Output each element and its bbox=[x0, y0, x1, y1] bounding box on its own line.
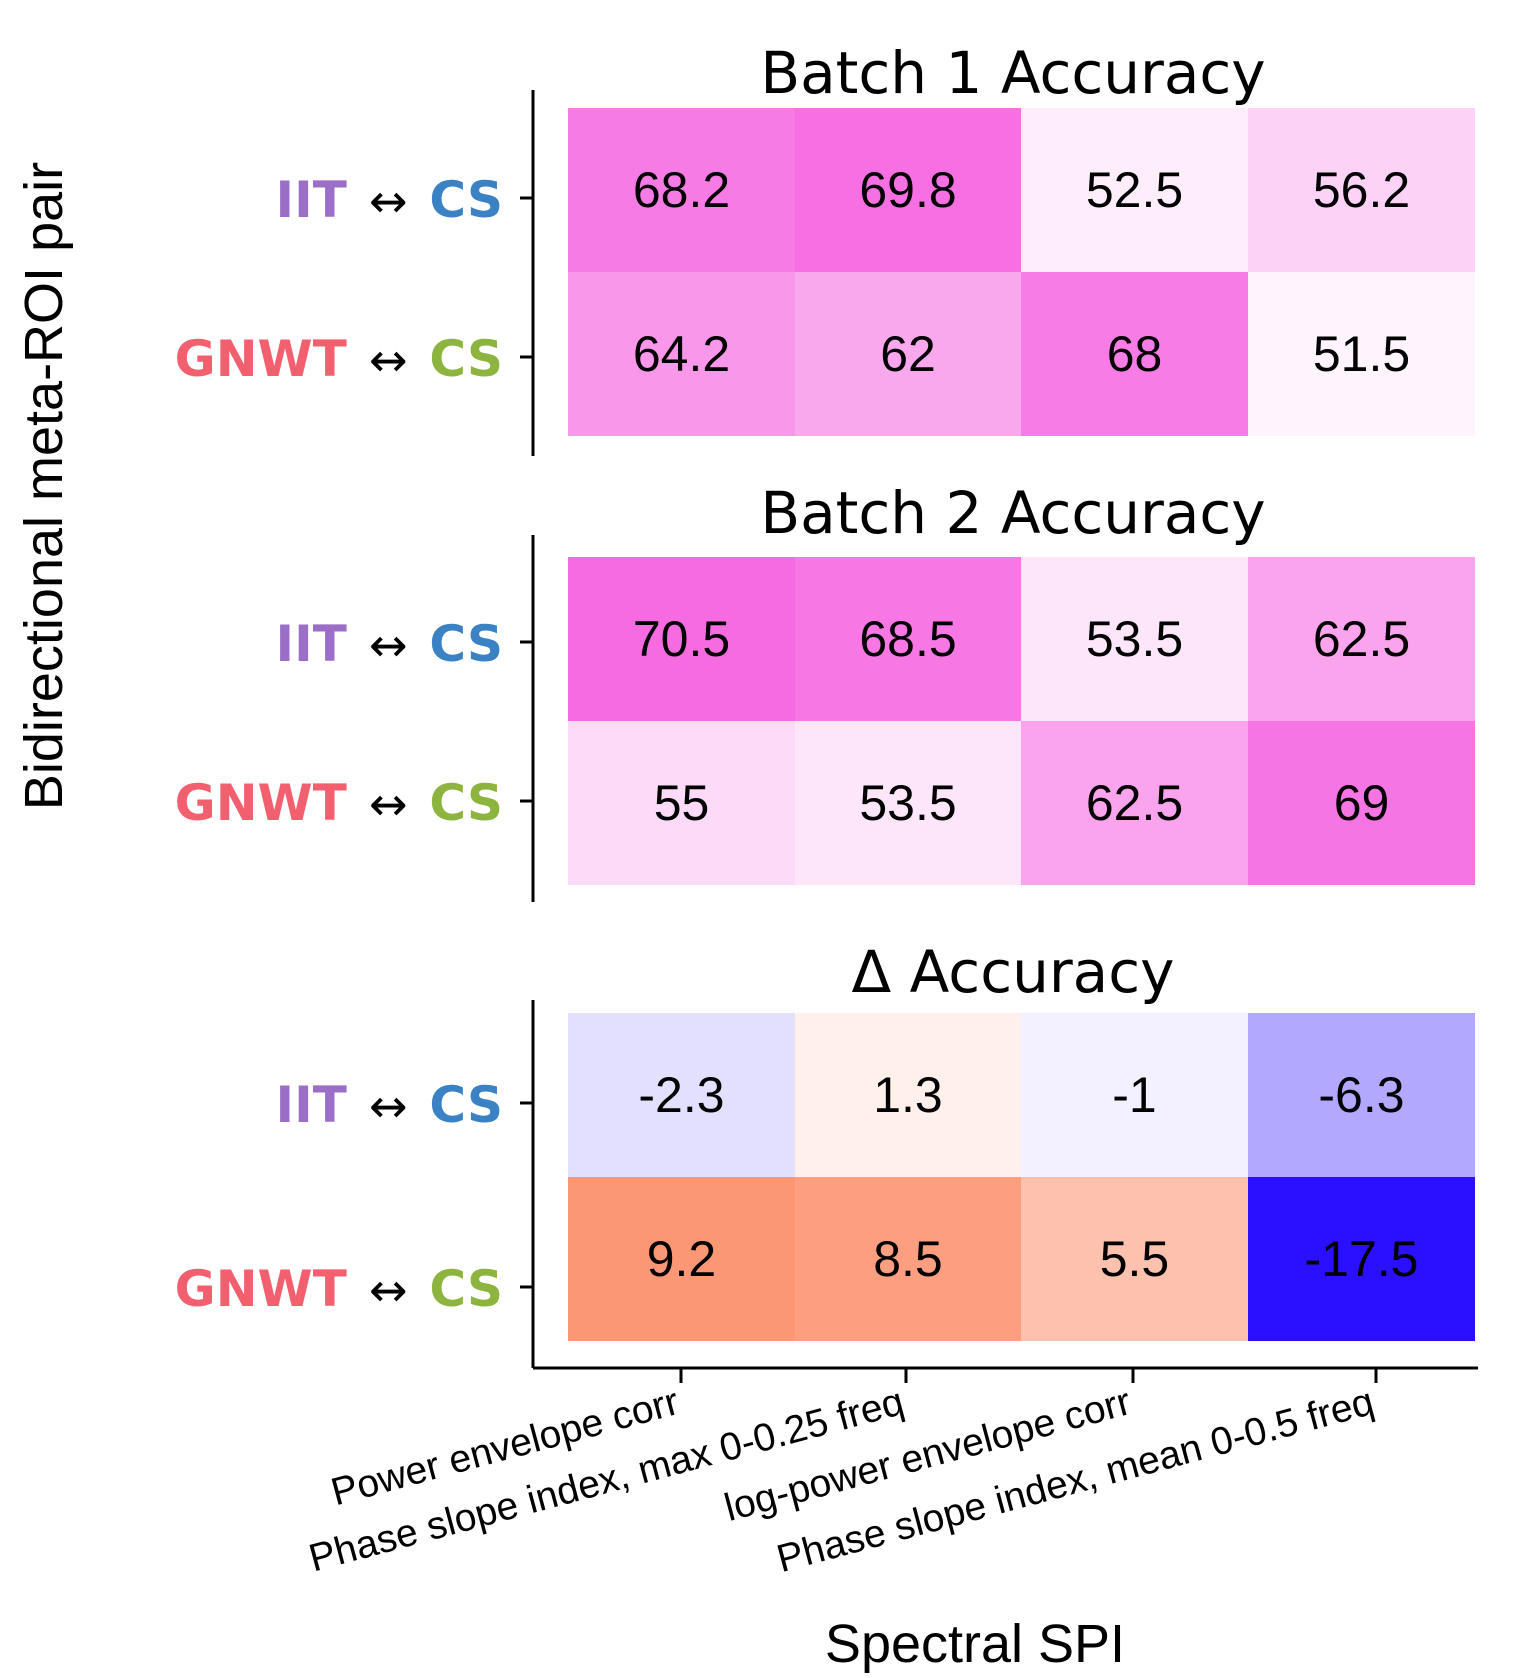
heatmap-cell bbox=[1021, 272, 1248, 436]
cell-value-label: 69.8 bbox=[859, 162, 956, 218]
cell-value-label: 68.5 bbox=[859, 611, 956, 667]
heatmap-cell bbox=[795, 108, 1021, 272]
row-label-left: GNWT bbox=[175, 330, 347, 388]
row-label-right: CS bbox=[429, 1076, 503, 1134]
cell-value-label: 8.5 bbox=[873, 1231, 943, 1287]
y-axis-title: Bidirectional meta-ROI pair bbox=[14, 162, 74, 810]
cell-value-label: 68 bbox=[1107, 326, 1163, 382]
row-label-arrow: ↔ bbox=[369, 174, 408, 228]
cell-value-label: 52.5 bbox=[1086, 162, 1183, 218]
heatmap-cell bbox=[1248, 108, 1475, 272]
cell-value-label: 55 bbox=[654, 775, 710, 831]
row-label: GNWT ↔ CS bbox=[175, 774, 503, 832]
heatmap-panel: Batch 1 Accuracy 68.2 69.8 52.5 56.2 64.2 62 68… bbox=[175, 39, 1475, 456]
heatmap-cell bbox=[1021, 1013, 1248, 1177]
heatmap-cell bbox=[795, 1177, 1021, 1341]
cell-value-label: 62 bbox=[880, 326, 936, 382]
panel-title: Batch 1 Accuracy bbox=[760, 39, 1265, 107]
heatmap-cell bbox=[1021, 1177, 1248, 1341]
row-label-right: CS bbox=[429, 774, 503, 832]
cell-value-label: -6.3 bbox=[1318, 1067, 1404, 1123]
heatmap-cell bbox=[1021, 721, 1248, 885]
row-label: IIT ↔ CS bbox=[275, 615, 503, 673]
row-label-left: GNWT bbox=[175, 1260, 347, 1318]
row-label: IIT ↔ CS bbox=[275, 1076, 503, 1134]
cell-value-label: -2.3 bbox=[638, 1067, 724, 1123]
cell-value-label: 1.3 bbox=[873, 1067, 943, 1123]
cell-value-label: -1 bbox=[1112, 1067, 1156, 1123]
cell-value-label: 64.2 bbox=[633, 326, 730, 382]
panel-title: Δ Accuracy bbox=[852, 938, 1175, 1006]
heatmap-cell bbox=[1248, 557, 1475, 721]
cell-value-label: -17.5 bbox=[1305, 1231, 1419, 1287]
cell-value-label: 53.5 bbox=[1086, 611, 1183, 667]
heatmap-cell bbox=[568, 108, 795, 272]
row-label-left: IIT bbox=[275, 615, 346, 673]
heatmap-panel: Δ Accuracy -2.3 1.3 -1 -6.3 9.2 8.5 5.5 -17.5 IIT… bbox=[175, 938, 1475, 1368]
cell-value-label: 62.5 bbox=[1313, 611, 1410, 667]
cell-value-label: 53.5 bbox=[859, 775, 956, 831]
heatmap-cell bbox=[568, 557, 795, 721]
row-label: GNWT ↔ CS bbox=[175, 1260, 503, 1318]
cell-value-label: 62.5 bbox=[1086, 775, 1183, 831]
heatmap-cell bbox=[568, 721, 795, 885]
row-label-arrow: ↔ bbox=[369, 618, 408, 672]
row-label-arrow: ↔ bbox=[369, 1263, 408, 1317]
heatmap-cell bbox=[568, 272, 795, 436]
row-label-right: CS bbox=[429, 1260, 503, 1318]
heatmap-cell bbox=[1021, 108, 1248, 272]
heatmap-cell bbox=[1248, 272, 1475, 436]
row-label: GNWT ↔ CS bbox=[175, 330, 503, 388]
heatmap-cell bbox=[795, 557, 1021, 721]
heatmap-cell bbox=[1021, 557, 1248, 721]
heatmap-panels: Batch 1 Accuracy 68.2 69.8 52.5 56.2 64.2 62 68… bbox=[175, 39, 1475, 1368]
x-axis-title: Spectral SPI bbox=[825, 1614, 1125, 1674]
heatmap-cell bbox=[1248, 1013, 1475, 1177]
heatmap-cell bbox=[795, 272, 1021, 436]
cell-value-label: 51.5 bbox=[1313, 326, 1410, 382]
cell-value-label: 9.2 bbox=[647, 1231, 717, 1287]
heatmap-cell bbox=[795, 721, 1021, 885]
row-label-arrow: ↔ bbox=[369, 333, 408, 387]
row-label-left: GNWT bbox=[175, 774, 347, 832]
row-label-right: CS bbox=[429, 615, 503, 673]
row-label-left: IIT bbox=[275, 1076, 346, 1134]
heatmap-cell bbox=[1248, 1177, 1475, 1341]
row-label-right: CS bbox=[429, 330, 503, 388]
heatmap-panel: Batch 2 Accuracy 70.5 68.5 53.5 62.5 55 53.5 62… bbox=[175, 479, 1475, 902]
cell-value-label: 70.5 bbox=[633, 611, 730, 667]
panel-title: Batch 2 Accuracy bbox=[760, 479, 1265, 547]
cell-value-label: 56.2 bbox=[1313, 162, 1410, 218]
row-label-left: IIT bbox=[275, 171, 346, 229]
cell-value-label: 68.2 bbox=[633, 162, 730, 218]
heatmap-cell bbox=[568, 1177, 795, 1341]
row-label-arrow: ↔ bbox=[369, 777, 408, 831]
cell-value-label: 5.5 bbox=[1100, 1231, 1170, 1287]
heatmap-cell bbox=[568, 1013, 795, 1177]
heatmap-cell bbox=[1248, 721, 1475, 885]
row-label: IIT ↔ CS bbox=[275, 171, 503, 229]
row-label-right: CS bbox=[429, 171, 503, 229]
heatmap-cell bbox=[795, 1013, 1021, 1177]
row-label-arrow: ↔ bbox=[369, 1079, 408, 1133]
cell-value-label: 69 bbox=[1334, 775, 1390, 831]
